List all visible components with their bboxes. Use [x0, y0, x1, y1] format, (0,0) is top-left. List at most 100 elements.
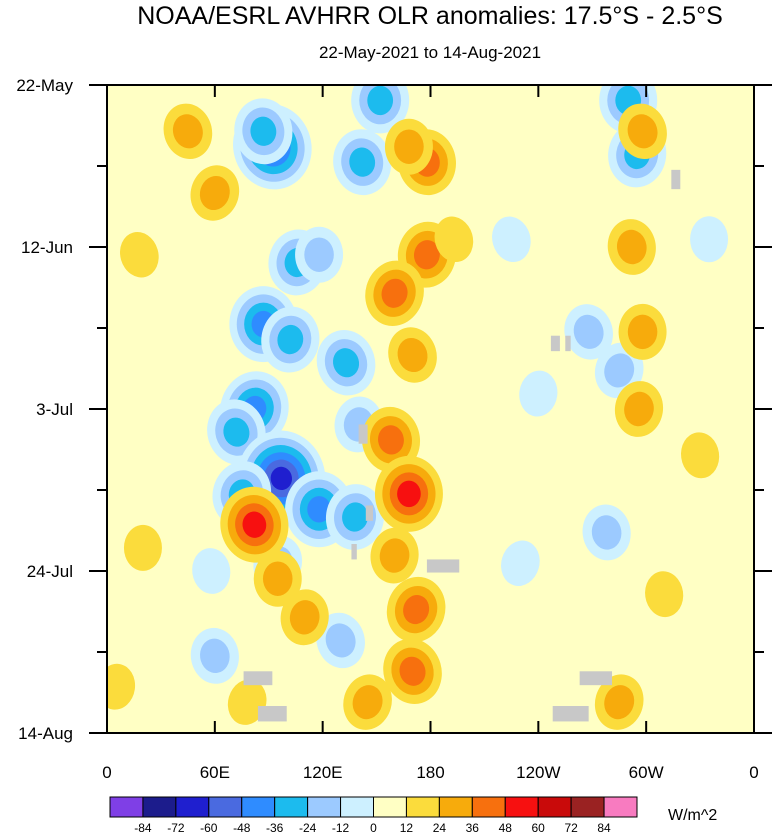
missing-data-patch — [552, 706, 589, 722]
anomaly-blob — [434, 216, 474, 263]
colorbar-swatch — [307, 796, 342, 818]
contour-level — [242, 511, 267, 538]
missing-data-patch — [351, 544, 357, 560]
contour-level — [325, 623, 356, 658]
anomaly-blob — [343, 674, 392, 730]
colorbar-label: 60 — [532, 821, 546, 834]
anomaly-blob — [501, 540, 540, 587]
contour-level — [434, 216, 474, 263]
contour-level — [624, 391, 654, 427]
colorbar: -84 -72 -60 -48 -36 -24 -12 0 12 24 36 48 60 72 84 — [109, 796, 638, 834]
anomaly-blob — [384, 118, 433, 175]
colorbar-label: -36 — [266, 821, 284, 834]
colorbar-swatch — [208, 796, 243, 818]
anomaly-blob — [295, 226, 344, 283]
colorbar-swatch — [340, 796, 374, 818]
anomaly-blob — [618, 303, 667, 360]
contour-level — [645, 571, 684, 618]
colorbar-label: 36 — [466, 821, 480, 834]
anomaly-blob — [614, 381, 664, 437]
colorbar-label: 24 — [433, 821, 447, 834]
contour-level — [289, 600, 320, 635]
y-tick-label: 22-May — [16, 76, 73, 95]
colorbar-swatch — [241, 796, 276, 818]
contour-level — [352, 685, 383, 720]
anomaly-blob — [227, 679, 267, 725]
contour-level — [332, 348, 360, 378]
x-axis: 0 60E 120E 180 120W 60W 0 — [102, 85, 759, 782]
contour-level — [349, 147, 376, 177]
colorbar-swatch — [274, 796, 309, 818]
contour-level — [307, 496, 331, 523]
missing-data-patch — [550, 335, 560, 352]
colorbar-label: -12 — [332, 821, 350, 834]
x-tick-label: 0 — [749, 763, 758, 782]
contour-level — [591, 515, 622, 550]
contour-level — [192, 548, 231, 594]
missing-data-patch — [243, 671, 273, 686]
anomaly-field — [107, 85, 729, 730]
colorbar-label: 72 — [564, 821, 578, 834]
contour-level — [399, 656, 426, 686]
contour-level — [413, 240, 440, 270]
contour-level — [342, 502, 368, 532]
anomaly-blob — [234, 98, 293, 165]
contour-level — [604, 353, 635, 388]
anomaly-blob — [316, 612, 365, 669]
y-tick-label: 14-Aug — [18, 724, 73, 743]
anomaly-blob — [594, 674, 644, 730]
contour-level — [123, 524, 162, 571]
anomaly-blob — [280, 589, 329, 646]
missing-data-patches — [243, 169, 681, 722]
contour-level — [250, 116, 277, 146]
contour-level — [304, 237, 334, 272]
colorbar-swatch — [570, 796, 605, 818]
colorbar-label: -60 — [200, 821, 218, 834]
contour-level — [367, 85, 394, 116]
anomaly-blob — [163, 103, 213, 160]
anomaly-blob — [351, 85, 410, 134]
anomaly-blob — [607, 219, 656, 275]
anomaly-blob — [582, 504, 631, 561]
contour-level — [492, 216, 531, 263]
contour-level — [262, 561, 293, 596]
contour-level — [403, 595, 430, 625]
anomaly-blob — [190, 627, 239, 684]
contour-level — [277, 324, 304, 355]
colorbar-label: -72 — [167, 821, 185, 834]
anomaly-blob — [680, 432, 720, 479]
colorbar-swatch — [603, 796, 638, 818]
x-tick-label: 60W — [629, 763, 664, 782]
contour-level — [627, 314, 658, 350]
anomaly-blob — [333, 129, 392, 196]
anomaly-blob — [519, 370, 558, 417]
contour-level — [604, 685, 635, 720]
missing-data-patch — [257, 706, 287, 722]
colorbar-swatch — [373, 796, 407, 818]
contour-level — [397, 480, 421, 508]
colorbar-swatch — [537, 796, 572, 818]
anomaly-blob — [388, 327, 437, 383]
colorbar-label: 84 — [597, 821, 611, 834]
colorbar-units: W/m^2 — [668, 807, 717, 824]
contour-level — [120, 231, 159, 278]
x-tick-label: 120E — [303, 763, 343, 782]
contour-level — [199, 175, 230, 211]
chart-title: NOAA/ESRL AVHRR OLR anomalies: 17.5°S - … — [137, 2, 723, 30]
contour-level — [381, 278, 408, 308]
x-tick-label: 180 — [416, 763, 444, 782]
anomaly-blob — [374, 455, 443, 532]
anomaly-blob — [564, 304, 613, 360]
anomaly-blob — [107, 663, 136, 710]
missing-data-patch — [565, 335, 571, 352]
contour-level — [397, 337, 428, 373]
missing-data-patch — [358, 424, 368, 444]
contour-level — [107, 663, 136, 710]
anomaly-blob — [365, 260, 424, 326]
colorbar-swatch — [438, 796, 473, 818]
colorbar-label: -24 — [299, 821, 317, 834]
anomaly-blob — [316, 330, 376, 396]
anomaly-blob — [645, 571, 684, 618]
missing-data-patch — [426, 559, 460, 573]
anomaly-blob — [370, 527, 419, 584]
